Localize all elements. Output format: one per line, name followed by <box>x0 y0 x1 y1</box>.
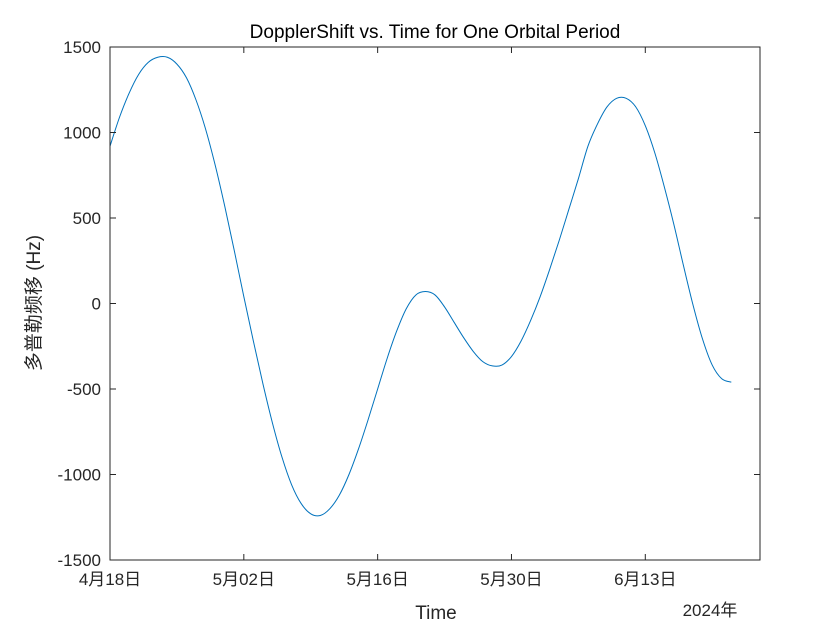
doppler-series-line <box>109 56 732 517</box>
chart-title: DopplerShift vs. Time for One Orbital Pe… <box>250 22 621 43</box>
x-axis-label: Time <box>415 603 457 624</box>
y-tick-label: 1500 <box>63 38 101 57</box>
y-tick-label: 1000 <box>63 124 101 143</box>
x-tick-label: 6月13日 <box>614 570 676 589</box>
x-tick-label: 5月02日 <box>213 570 275 589</box>
y-axis-label: 多普勒频移 (Hz) <box>23 235 45 371</box>
y-tick-label: 0 <box>92 295 101 314</box>
y-tick-label: -1500 <box>58 551 101 570</box>
y-tick-label: 500 <box>73 209 101 228</box>
x-axis-secondary-label: 2024年 <box>683 601 738 620</box>
y-tick-label: -500 <box>67 380 101 399</box>
x-tick-label: 5月30日 <box>480 570 542 589</box>
y-tick-label: -1000 <box>58 466 101 485</box>
y-axis-ticks: -1500 -1000 -500 0 500 1000 1500 <box>58 38 760 570</box>
x-tick-label: 4月18日 <box>79 570 141 589</box>
x-tick-label: 5月16日 <box>346 570 408 589</box>
plot-area <box>110 47 760 560</box>
x-axis-ticks: 4月18日 5月02日 5月16日 5月30日 6月13日 <box>79 47 676 589</box>
